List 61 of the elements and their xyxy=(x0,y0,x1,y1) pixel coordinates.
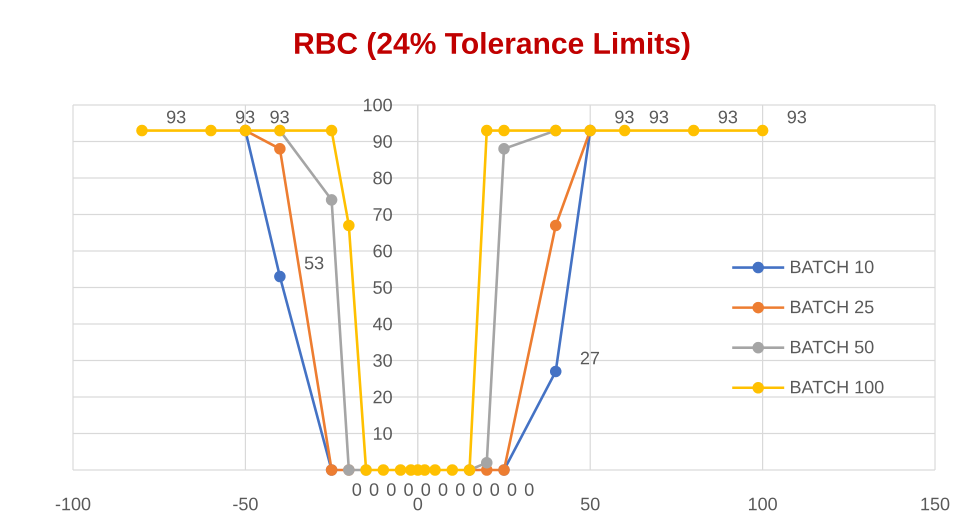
point xyxy=(550,366,562,378)
data-label: 93 xyxy=(615,110,634,124)
annotation: 93 xyxy=(718,110,738,124)
annotation: 93 xyxy=(167,110,186,124)
x-tick-label: 0 xyxy=(414,498,422,510)
point xyxy=(136,124,148,136)
annotation: 93 xyxy=(650,110,668,124)
point xyxy=(756,124,768,136)
annotation: 0 xyxy=(370,483,378,496)
annotation: 0 xyxy=(456,483,465,496)
annotation: 93 xyxy=(788,110,806,124)
y-tick-label: 10 xyxy=(374,427,392,440)
x-tick-label: 50 xyxy=(580,498,600,510)
annotation: 0 xyxy=(508,483,516,496)
annotation: 93 xyxy=(236,110,254,124)
point xyxy=(481,124,493,136)
y-tick-label: 30 xyxy=(373,354,392,367)
data-label: 27 xyxy=(580,352,600,364)
point xyxy=(446,464,458,476)
point xyxy=(498,124,510,136)
y-tick-label: 60 xyxy=(373,244,392,258)
point xyxy=(550,220,562,232)
x-tick-label: 150 xyxy=(921,498,950,510)
data-label: 0 xyxy=(524,483,534,496)
annotation: 0 xyxy=(421,483,430,496)
legend-label: BATCH 10 xyxy=(790,260,874,274)
y-tick-label: 90 xyxy=(373,135,392,148)
x-tick-label: 100 xyxy=(748,498,777,510)
data-label: 53 xyxy=(304,256,324,270)
y-tick-label: 80 xyxy=(373,172,392,184)
point xyxy=(205,124,217,136)
point xyxy=(343,220,355,232)
data-label: 0 xyxy=(352,483,362,496)
point xyxy=(498,143,510,155)
y-tick-label: 70 xyxy=(374,208,392,221)
legend-label: BATCH 25 xyxy=(790,300,874,314)
point xyxy=(378,464,390,476)
point xyxy=(274,143,286,155)
annotation: 0 xyxy=(473,483,482,496)
y-tick-label: 40 xyxy=(372,318,392,330)
point xyxy=(274,270,286,282)
annotation: 0 xyxy=(438,483,448,496)
point xyxy=(429,464,441,476)
point xyxy=(326,194,338,206)
point xyxy=(394,464,406,476)
annotation: 0 xyxy=(404,483,413,496)
legend-label: BATCH 50 xyxy=(790,340,874,354)
legend-label: BATCH 100 xyxy=(790,380,884,394)
point xyxy=(688,124,700,136)
annotation: 0 xyxy=(490,483,500,496)
y-tick-label: 50 xyxy=(373,281,392,294)
x-tick-label: -100 xyxy=(56,498,90,510)
annotation: 0 xyxy=(386,483,396,496)
point xyxy=(618,124,630,136)
point xyxy=(326,124,338,136)
x-tick-label: -50 xyxy=(233,498,258,510)
data-label: 93 xyxy=(270,110,289,124)
chart-title: RBC (24% Tolerance Limits) xyxy=(295,32,690,60)
y-tick-label: 100 xyxy=(364,98,392,112)
y-tick-label: 20 xyxy=(373,390,392,404)
point xyxy=(481,456,493,468)
